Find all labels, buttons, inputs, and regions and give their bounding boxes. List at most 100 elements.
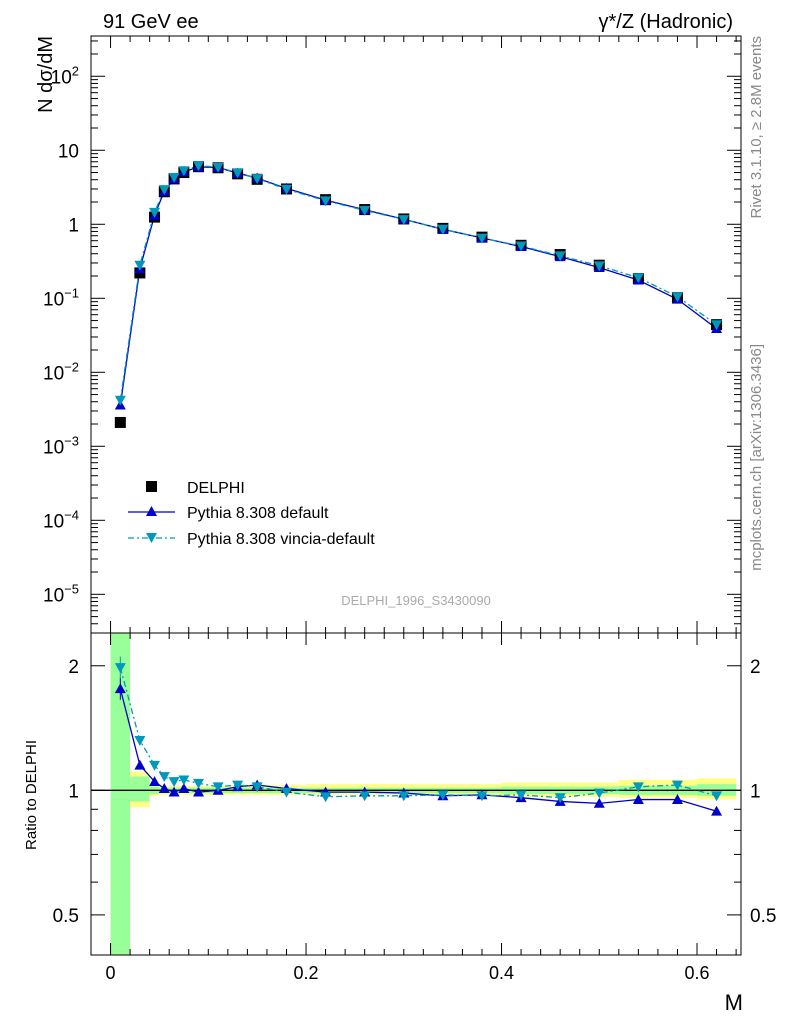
ratio-line-mc2	[119, 667, 717, 799]
ratio-point-mc1	[593, 797, 605, 808]
main-series	[114, 161, 723, 428]
mc-point-mc2	[232, 168, 244, 179]
ratio-point-mc2	[320, 792, 332, 803]
ratio-point-mc2	[632, 782, 644, 793]
ratio-line-mc1	[119, 688, 717, 812]
ratio-ylabel: Ratio to DELPHI	[23, 740, 40, 850]
mc-point-mc2	[178, 166, 190, 177]
x-tick-label: 0.6	[684, 963, 709, 983]
mc-point-mc2	[515, 241, 527, 252]
x-tick-label: 0.4	[489, 963, 514, 983]
ratio-point-mc1	[134, 759, 146, 770]
legend-mc1-marker	[146, 506, 157, 516]
mcplots-label: mcplots.cern.ch [arXiv:1306.3436]	[748, 344, 765, 571]
ratio-series	[114, 656, 723, 816]
mc-point-mc2	[711, 320, 723, 331]
ratio-band-stat	[130, 776, 150, 802]
y-tick-label: 10−1	[43, 285, 79, 310]
ratio-point-mc2	[168, 777, 180, 788]
ratio-panel: 0 0.2 0.4 0.6 0.5 0.5 1 1 2 2 Ratio to DELPHI M	[23, 632, 776, 1015]
ratio-point-mc1	[114, 683, 126, 694]
y-tick-label: 10−3	[43, 433, 79, 458]
main-panel: 10−5 10−4 10−3 10−2 10−1 1 10 102 N dσ/dM DELPH…	[35, 35, 742, 634]
mc-point-mc2	[251, 174, 263, 185]
ratio-point-mc2	[193, 778, 205, 789]
mc-point-mc2	[168, 172, 180, 183]
mc-point-mc2	[671, 292, 683, 303]
ratio-y-tick-label: 0.5	[53, 906, 79, 927]
mc-point-mc2	[476, 233, 488, 244]
ratio-y-tick-label-right: 0.5	[750, 906, 776, 927]
mc-point-mc2	[212, 162, 224, 173]
ratio-point-mc2	[251, 782, 263, 793]
ratio-point-mc2	[437, 790, 449, 801]
mc-point-mc2	[320, 196, 332, 207]
ratio-point-mc2	[398, 791, 410, 802]
ratio-point-mc2	[554, 793, 566, 804]
mc-point-mc2	[554, 251, 566, 262]
mc-point-mc2	[193, 161, 205, 172]
ratio-y-tick-label: 1	[68, 781, 79, 802]
ratio-point-mc2	[671, 780, 683, 791]
ratio-point-mc2	[232, 780, 244, 791]
ratio-point-mc1	[632, 794, 644, 804]
data-point	[114, 416, 126, 428]
ratio-point-mc2	[711, 791, 723, 802]
mc-point-mc2	[359, 205, 371, 216]
y-tick-label: 10	[58, 141, 79, 162]
header-right-suffix: (Hadronic)	[634, 11, 733, 33]
ratio-point-mc1	[158, 783, 170, 793]
ratio-point-mc1	[193, 786, 205, 797]
analysis-label: DELPHI_1996_S3430090	[341, 593, 491, 608]
header-right-prefix: γ*/Z	[599, 11, 635, 33]
rivet-label: Rivet 3.1.10, ≥ 2.8M events	[748, 36, 765, 219]
y-tick-label: 10−4	[43, 507, 79, 532]
ratio-band-stat	[110, 633, 131, 955]
ratio-y-tick-label-right: 1	[750, 781, 761, 802]
header-left: 91 GeV ee	[103, 11, 199, 33]
ratio-point-mc1	[671, 794, 683, 804]
legend-mc2-label: Pythia 8.308 vincia-default	[187, 531, 375, 548]
mc-point-mc2	[593, 261, 605, 272]
ratio-point-mc2	[134, 736, 146, 746]
legend-mc1-label: Pythia 8.308 default	[187, 505, 329, 522]
main-ylabel: N dσ/dM	[35, 36, 57, 113]
ratio-point-mc1	[168, 786, 180, 797]
header-right: γ*/Z (Hadronic)	[599, 11, 733, 33]
mc-point-mc2	[149, 207, 161, 218]
ratio-y-tick-label: 2	[68, 657, 79, 678]
ratio-point-mc1	[178, 783, 190, 793]
series-line-mc2	[119, 164, 717, 401]
x-tick-label: 0.2	[294, 963, 319, 983]
mc-point-mc2	[158, 185, 170, 196]
ratio-point-mc2	[178, 775, 190, 786]
y-tick-label: 102	[51, 63, 79, 88]
y-tick-label: 10−2	[43, 359, 79, 384]
ratio-y-tick-label-right: 2	[750, 657, 761, 678]
legend: DELPHI Pythia 8.308 default Pythia 8.308…	[128, 480, 375, 548]
series-line-mc1	[119, 166, 717, 406]
ratio-point-mc2	[149, 760, 161, 771]
ratio-point-mc2	[158, 772, 170, 783]
x-tick-label: 0	[106, 963, 116, 983]
ratio-point-mc2	[593, 788, 605, 799]
y-tick-label: 1	[68, 215, 79, 236]
y-tick-label: 10−5	[43, 581, 79, 606]
ratio-point-mc2	[114, 663, 126, 674]
legend-data-label: DELPHI	[187, 480, 245, 497]
legend-mc2-marker	[146, 533, 157, 543]
mc-point-mc2	[114, 395, 126, 406]
mc-point-mc2	[437, 224, 449, 235]
main-axes: 10−5 10−4 10−3 10−2 10−1 1 10 102	[43, 35, 742, 634]
ratio-point-mc2	[359, 791, 371, 802]
ratio-point-mc1	[149, 776, 161, 786]
mc-point-mc2	[280, 184, 292, 195]
ratio-point-mc2	[280, 787, 292, 798]
ratio-point-mc1	[711, 805, 723, 816]
ratio-point-mc2	[515, 790, 527, 801]
mc-point-mc2	[632, 273, 644, 284]
ratio-axes: 0 0.2 0.4 0.6 0.5 0.5 1 1 2 2	[53, 632, 776, 983]
mc-point-mc2	[134, 260, 146, 271]
legend-data-marker	[146, 481, 157, 492]
